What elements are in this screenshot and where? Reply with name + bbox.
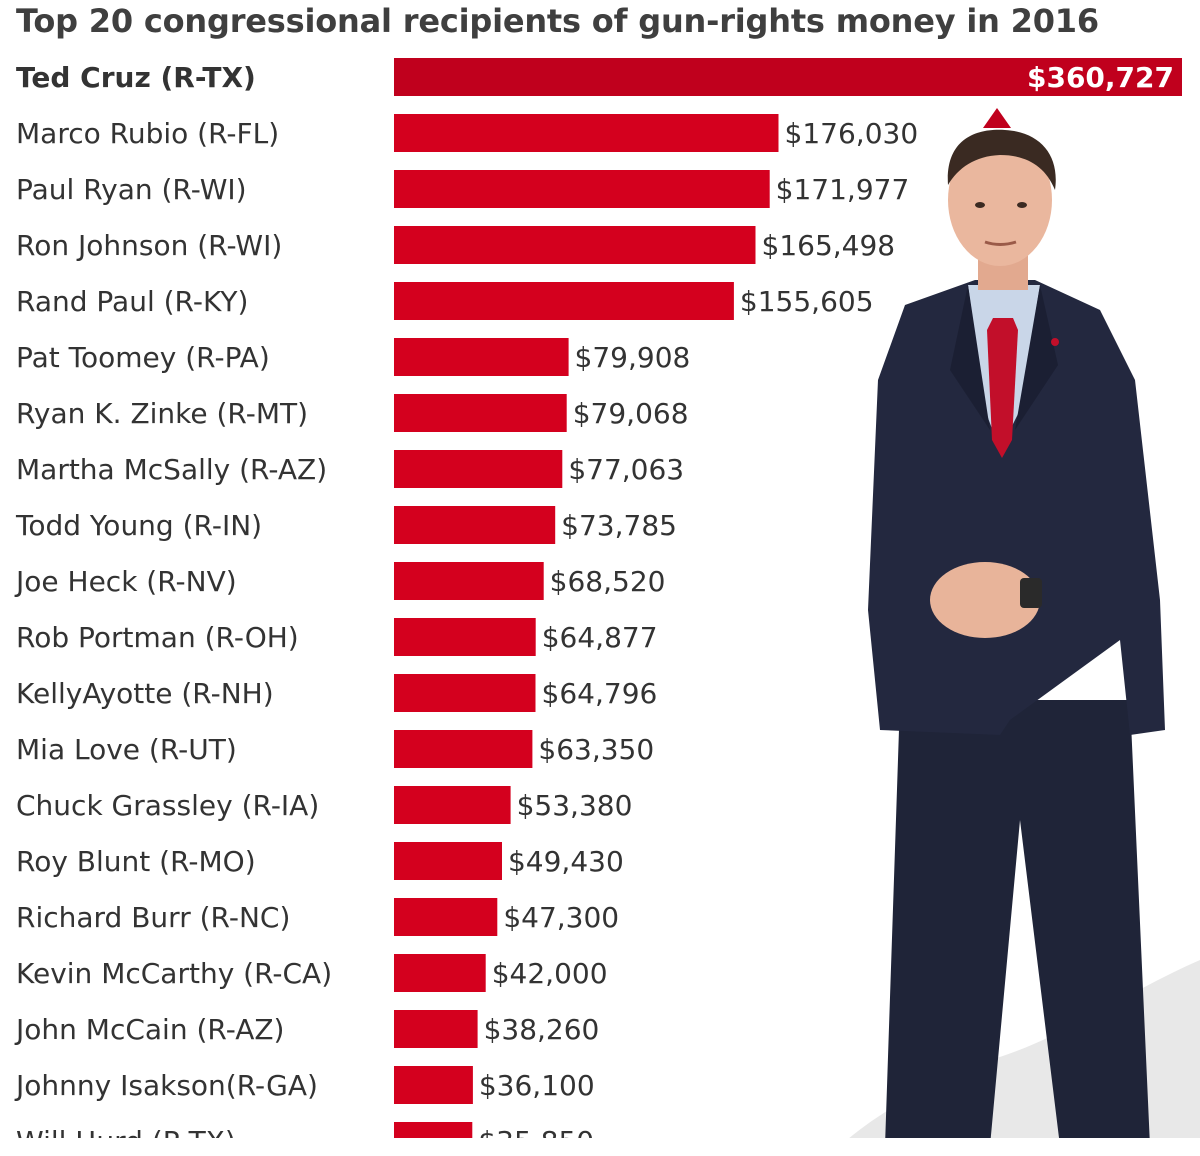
hands [930,562,1040,638]
value-label: $79,908 [575,341,691,374]
bar [394,58,1182,96]
bar [394,394,567,432]
value-label: $49,430 [508,845,624,878]
category-label: Mia Love (R-UT) [16,733,237,766]
category-label: Marco Rubio (R-FL) [16,117,279,150]
category-label: Rand Paul (R-KY) [16,285,248,318]
bar [394,618,536,656]
value-label: $79,068 [573,397,689,430]
value-label: $171,977 [776,173,910,206]
category-label: Paul Ryan (R-WI) [16,173,247,206]
eye [975,202,985,208]
category-label: Kevin McCarthy (R-CA) [16,957,332,990]
category-label: John McCain (R-AZ) [14,1013,284,1046]
bottom-edge [0,1138,1200,1156]
bar [394,1010,478,1048]
category-label: Roy Blunt (R-MO) [16,845,256,878]
bar [394,506,556,544]
bars-layer [394,58,1182,1156]
bar [394,1066,473,1104]
trousers [885,700,1150,1146]
mouth [984,240,1017,246]
bar [394,450,563,488]
category-label: Ron Johnson (R-WI) [16,229,282,262]
bar [394,730,533,768]
category-label: Todd Young (R-IN) [15,509,262,542]
value-label: $155,605 [740,285,874,318]
value-label: $64,877 [542,621,658,654]
bar [394,114,779,152]
value-label: $36,100 [479,1069,595,1102]
value-label: $47,300 [503,901,619,934]
value-label: $42,000 [492,957,608,990]
highlight-marker [983,108,1011,128]
right-lapel [1015,285,1058,430]
value-label: $64,796 [542,677,658,710]
category-label: KellyAyotte (R-NH) [16,677,274,710]
bar [394,226,756,264]
bar [394,170,770,208]
tie [987,318,1018,458]
value-label: $53,380 [517,789,633,822]
bar [394,786,511,824]
bar [394,282,734,320]
bar [394,674,536,712]
chart-title: Top 20 congressional recipients of gun-r… [16,2,1099,40]
category-label: Joe Heck (R-NV) [14,565,237,598]
category-label: Johnny Isakson(R-GA) [14,1069,318,1102]
value-label: $176,030 [785,117,919,150]
eye [1017,202,1027,208]
value-label: $68,520 [550,565,666,598]
bar [394,898,498,936]
value-label: $360,727 [1027,61,1174,94]
value-label: $77,063 [568,453,684,486]
category-label: Rob Portman (R-OH) [16,621,299,654]
category-label: Chuck Grassley (R-IA) [16,789,319,822]
left-lapel [950,285,990,430]
watch [1020,578,1042,608]
category-label: Pat Toomey (R-PA) [16,341,270,374]
category-label: Martha McSally (R-AZ) [16,453,327,486]
value-label: $73,785 [561,509,677,542]
bar [394,842,502,880]
bar [394,562,544,600]
bar [394,338,569,376]
category-label: Richard Burr (R-NC) [16,901,290,934]
head [948,134,1052,266]
category-label: Ted Cruz (R-TX) [16,61,256,94]
lapel-pin [1051,338,1059,346]
bar [394,954,486,992]
politician-photo [840,129,1200,1146]
hair [947,129,1056,190]
category-label: Ryan K. Zinke (R-MT) [16,397,308,430]
value-label: $63,350 [538,733,654,766]
value-label: $38,260 [484,1013,600,1046]
value-label: $165,498 [762,229,896,262]
